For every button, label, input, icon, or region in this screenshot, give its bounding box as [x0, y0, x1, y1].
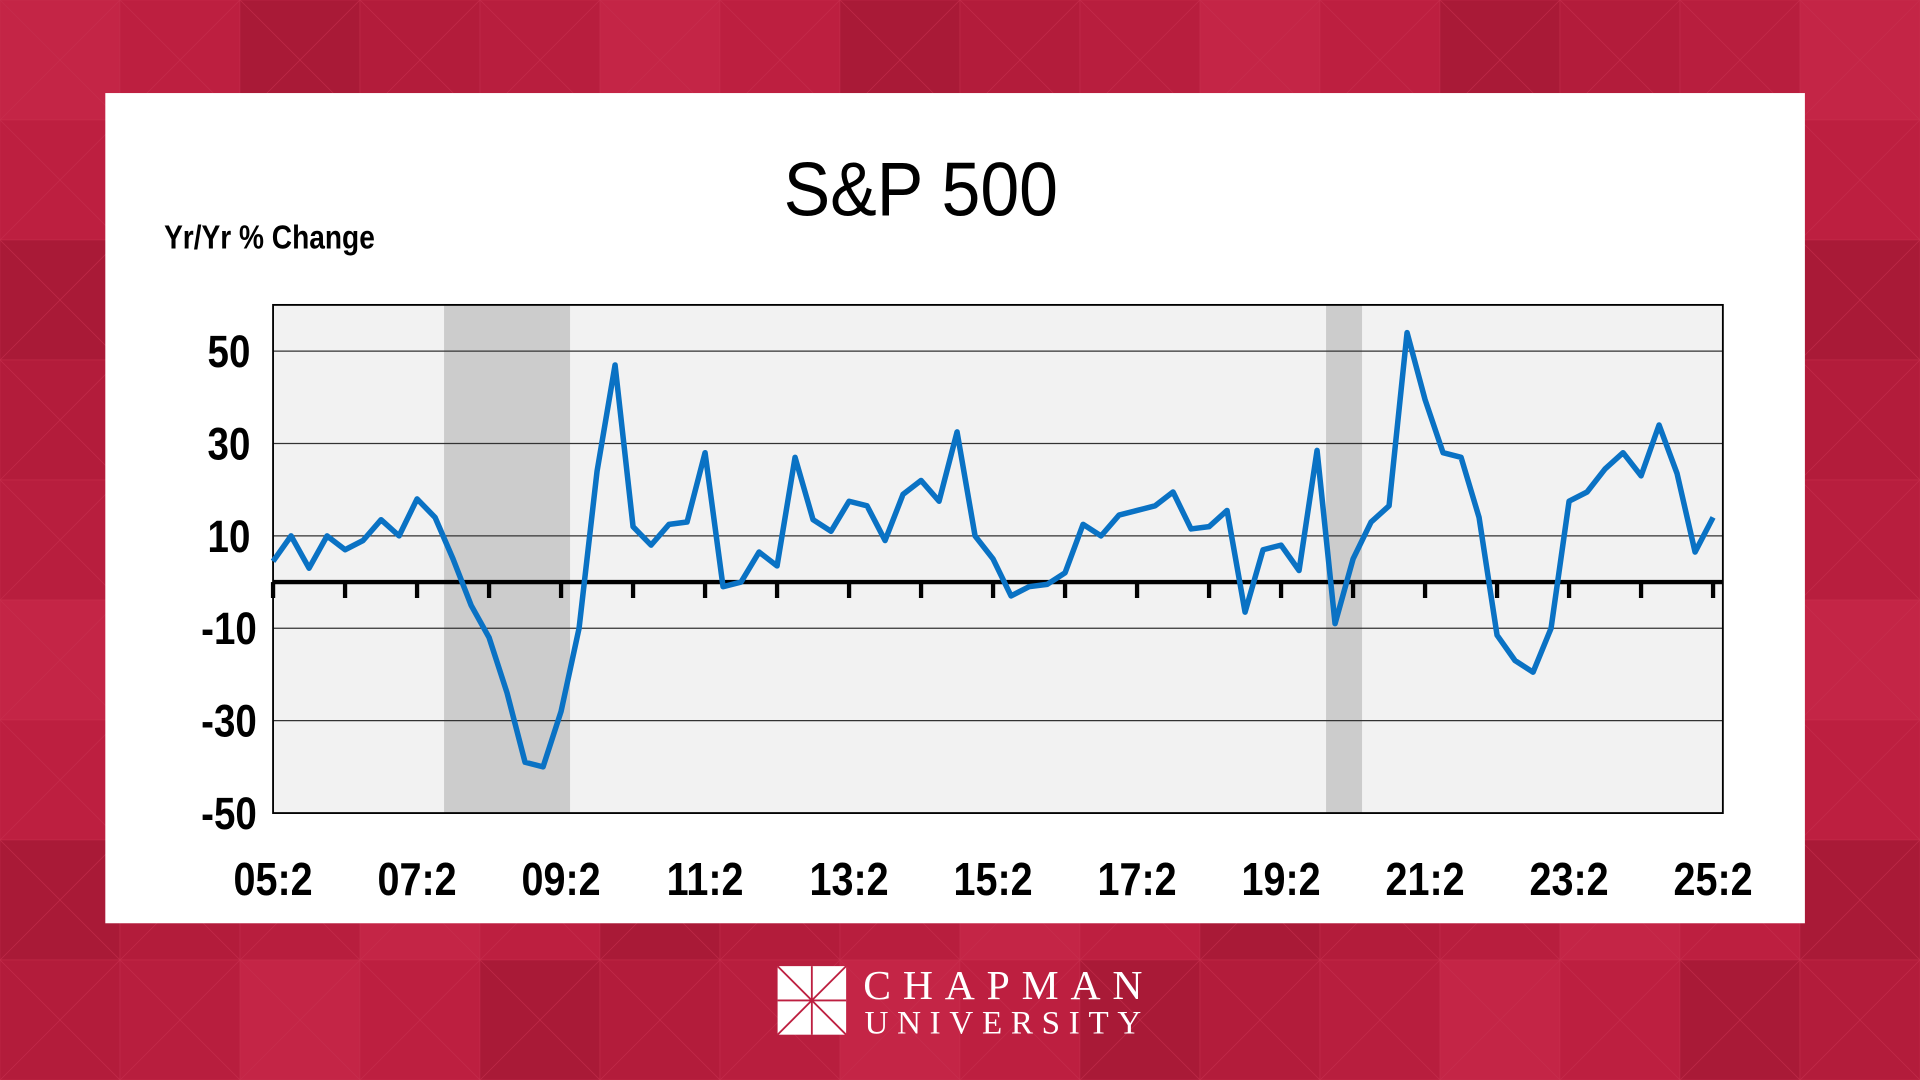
- pattern-triangle: [1439, 0, 1501, 121]
- y-tick-label: -10: [201, 603, 257, 654]
- pattern-triangle: [1079, 0, 1141, 121]
- pattern-triangle: [359, 0, 421, 121]
- x-tick-label: 23:2: [1529, 854, 1608, 906]
- pattern-triangle: [1199, 0, 1261, 121]
- x-tick-label: 11:2: [667, 854, 744, 906]
- y-tick-label: 30: [208, 418, 251, 469]
- pattern-triangle: [359, 959, 421, 1080]
- y-tick-label: 10: [208, 511, 251, 562]
- recession-shading: [444, 304, 571, 814]
- pattern-triangle: [479, 959, 541, 1080]
- pattern-triangle: [0, 119, 61, 241]
- pattern-triangle: [1439, 959, 1501, 1080]
- pattern-triangle: [119, 0, 181, 121]
- chart-card: S&P 500 Yr/Yr % Change 50 30 10 -10 -30 -50 05…: [105, 93, 1805, 924]
- pattern-triangle: [1559, 959, 1621, 1080]
- pattern-triangle: [1799, 959, 1861, 1080]
- y-axis-label: Yr/Yr % Change: [164, 218, 375, 256]
- x-tick-label: 05:2: [233, 854, 312, 906]
- logo-mark-icon: [777, 965, 847, 1036]
- pattern-triangle: [1679, 959, 1741, 1080]
- pattern-triangle: [599, 0, 661, 121]
- pattern-triangle: [479, 0, 541, 121]
- pattern-triangle: [1079, 959, 1141, 1080]
- pattern-triangle: [239, 959, 301, 1080]
- pattern-triangle: [719, 0, 781, 121]
- pattern-triangle: [0, 359, 61, 481]
- pattern-triangle: [719, 959, 781, 1080]
- x-tick-label: 21:2: [1385, 854, 1464, 906]
- pattern-triangle: [0, 239, 61, 361]
- recession-shading: [1326, 304, 1363, 814]
- pattern-triangle: [599, 959, 661, 1080]
- pattern-triangle: [0, 839, 61, 961]
- pattern-triangle: [1319, 959, 1381, 1080]
- pattern-triangle: [1199, 959, 1261, 1080]
- pattern-triangle: [0, 719, 61, 841]
- pattern-triangle: [0, 599, 61, 721]
- chart: S&P 500 Yr/Yr % Change 50 30 10 -10 -30 -50 05…: [164, 148, 1753, 906]
- pattern-triangle: [1679, 0, 1741, 121]
- chapman-logo: CHAPMAN UNIVERSITY: [777, 965, 1142, 1038]
- pattern-triangle: [839, 0, 901, 121]
- logo-line2: UNIVERSITY: [864, 1005, 1141, 1038]
- y-tick-label: -50: [201, 788, 257, 839]
- chart-title: S&P 500: [784, 148, 1058, 232]
- x-tick-label: 25:2: [1673, 854, 1752, 906]
- x-tick-label: 15:2: [953, 854, 1032, 906]
- pattern-triangle: [1559, 0, 1621, 121]
- pattern-triangle: [1799, 0, 1861, 121]
- pattern-triangle: [1319, 0, 1381, 121]
- pattern-triangle: [0, 479, 61, 601]
- y-tick-label: 50: [208, 326, 251, 377]
- logo-line1: CHAPMAN: [863, 965, 1142, 1009]
- pattern-triangle: [0, 959, 61, 1080]
- pattern-triangle: [239, 0, 301, 121]
- x-tick-label: 09:2: [521, 854, 600, 906]
- x-tick-label: 07:2: [377, 854, 456, 906]
- pattern-triangle: [959, 0, 1021, 121]
- y-tick-label: -30: [201, 696, 257, 747]
- x-tick-label: 17:2: [1097, 854, 1176, 906]
- x-tick-label: 13:2: [809, 854, 888, 906]
- pattern-triangle: [959, 959, 1021, 1080]
- pattern-triangle: [0, 0, 61, 121]
- x-tick-label: 19:2: [1241, 854, 1320, 906]
- pattern-triangle: [119, 959, 181, 1080]
